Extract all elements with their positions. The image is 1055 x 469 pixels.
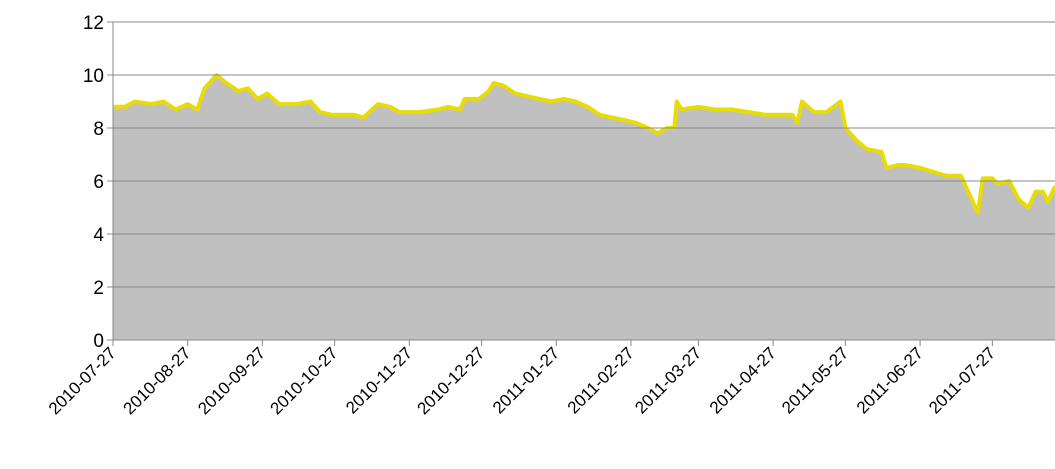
x-tick-label: 2011-04-27: [706, 343, 780, 417]
x-tick-label: 2010-11-27: [342, 343, 416, 417]
x-tick-label: 2011-06-27: [853, 343, 927, 417]
x-tick-label: 2010-12-27: [414, 343, 489, 418]
y-tick-label: 12: [83, 13, 104, 34]
x-tick-label: 2011-03-27: [631, 343, 705, 417]
x-tick-label: 2011-01-27: [489, 343, 563, 417]
area-line: [113, 73, 1055, 215]
area-fill: [113, 75, 1055, 340]
y-tick-label: 6: [93, 172, 104, 193]
x-tick-label: 2010-07-27: [45, 343, 120, 418]
x-tick-label: 2010-10-27: [267, 343, 342, 418]
x-tick-label: 2011-05-27: [778, 343, 852, 417]
x-tick-label: 2010-08-27: [120, 343, 195, 418]
y-tick-label: 8: [93, 119, 104, 140]
x-tick-label: 2011-07-27: [925, 343, 999, 417]
y-tick-label: 2: [93, 278, 104, 299]
y-tick-label: 4: [93, 225, 104, 246]
x-tick-label: 2011-02-27: [564, 343, 638, 417]
x-tick-label: 2010-09-27: [194, 343, 269, 418]
y-tick-label: 10: [83, 66, 104, 87]
y-tick-label: 0: [93, 331, 104, 352]
